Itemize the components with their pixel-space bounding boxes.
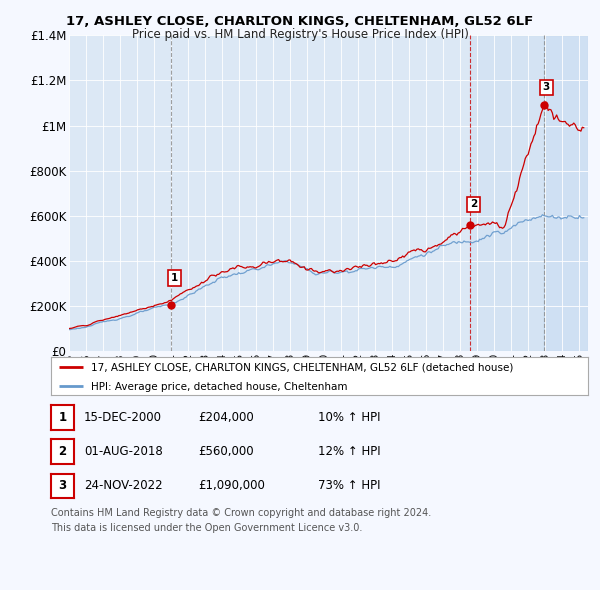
Text: 1: 1 [58, 411, 67, 424]
Bar [470, 35, 544, 351]
Text: HPI: Average price, detached house, Cheltenham: HPI: Average price, detached house, Chel… [91, 382, 348, 392]
Text: Price paid vs. HM Land Registry's House Price Index (HPI): Price paid vs. HM Land Registry's House … [131, 28, 469, 41]
Text: 2: 2 [58, 445, 67, 458]
Text: 24-NOV-2022: 24-NOV-2022 [84, 480, 163, 493]
Text: 17, ASHLEY CLOSE, CHARLTON KINGS, CHELTENHAM, GL52 6LF: 17, ASHLEY CLOSE, CHARLTON KINGS, CHELTE… [67, 15, 533, 28]
Text: 2: 2 [470, 199, 477, 209]
Text: 1: 1 [171, 273, 178, 283]
Text: 3: 3 [542, 82, 550, 92]
Bar [544, 35, 588, 351]
Text: £1,090,000: £1,090,000 [198, 480, 265, 493]
Text: 73% ↑ HPI: 73% ↑ HPI [318, 480, 380, 493]
Text: 12% ↑ HPI: 12% ↑ HPI [318, 445, 380, 458]
Text: Contains HM Land Registry data © Crown copyright and database right 2024.: Contains HM Land Registry data © Crown c… [51, 508, 431, 518]
Text: 01-AUG-2018: 01-AUG-2018 [84, 445, 163, 458]
Text: This data is licensed under the Open Government Licence v3.0.: This data is licensed under the Open Gov… [51, 523, 362, 533]
Text: £560,000: £560,000 [198, 445, 254, 458]
Text: 17, ASHLEY CLOSE, CHARLTON KINGS, CHELTENHAM, GL52 6LF (detached house): 17, ASHLEY CLOSE, CHARLTON KINGS, CHELTE… [91, 363, 514, 373]
Text: £204,000: £204,000 [198, 411, 254, 424]
Text: 10% ↑ HPI: 10% ↑ HPI [318, 411, 380, 424]
Text: 3: 3 [58, 480, 67, 493]
Text: 15-DEC-2000: 15-DEC-2000 [84, 411, 162, 424]
